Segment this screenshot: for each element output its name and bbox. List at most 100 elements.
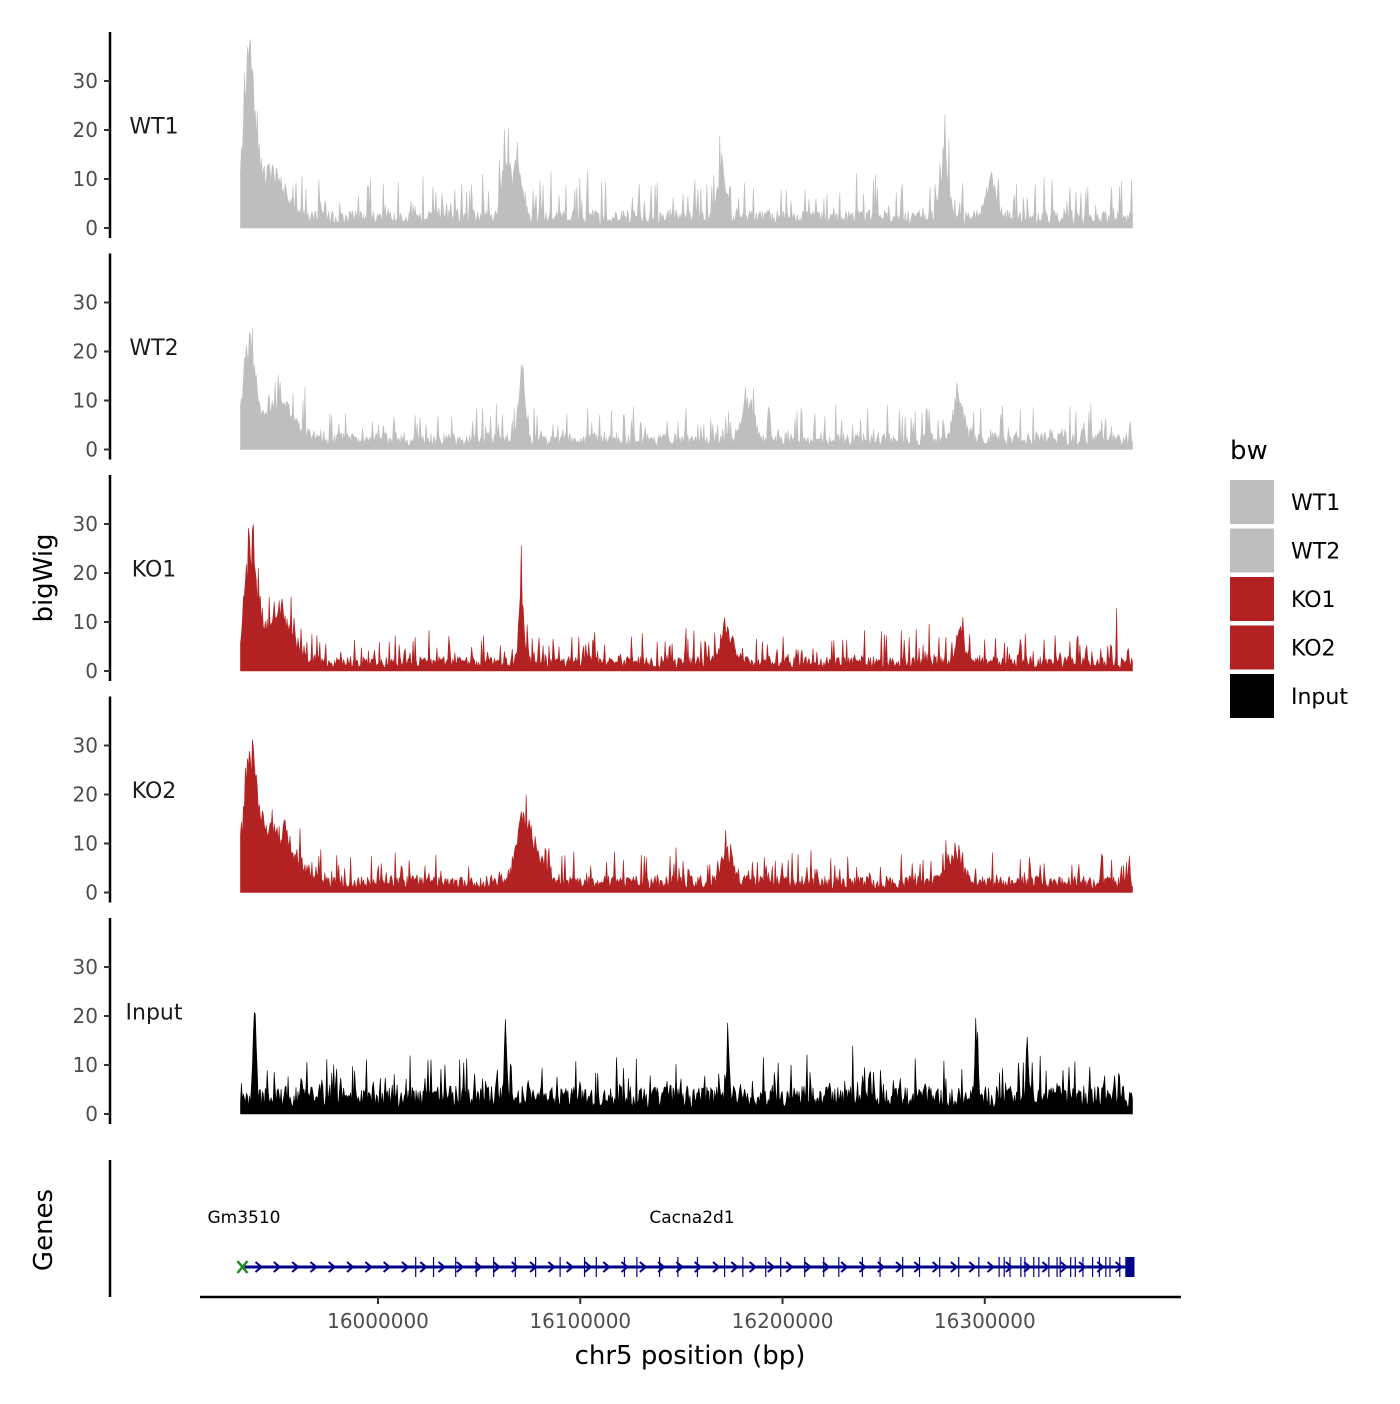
strand-arrow bbox=[895, 1261, 904, 1273]
coverage-area-ko1 bbox=[240, 524, 1133, 672]
gene-label-cacna2d1: Cacna2d1 bbox=[649, 1208, 734, 1228]
x-axis-title: chr5 position (bp) bbox=[575, 1341, 806, 1371]
y-tick-label: 0 bbox=[85, 881, 98, 905]
track-wt2: 0 10 20 30 WT2 bbox=[73, 253, 1133, 462]
track-input: 0 10 20 30 Input bbox=[73, 918, 1133, 1126]
track-wt1: 0 10 20 30 WT1 bbox=[73, 32, 1133, 240]
strand-arrow bbox=[931, 1261, 941, 1273]
strand-arrow bbox=[712, 1261, 721, 1273]
y-tick-label: 10 bbox=[73, 832, 98, 856]
strand-arrow bbox=[273, 1261, 282, 1273]
y-tick-label: 20 bbox=[73, 783, 98, 807]
strand-arrow bbox=[328, 1261, 337, 1273]
strand-arrow bbox=[748, 1261, 758, 1273]
track-label: KO2 bbox=[132, 779, 177, 804]
y-tick-label: 10 bbox=[73, 1053, 98, 1077]
strand-arrow bbox=[364, 1261, 373, 1273]
strand-arrow bbox=[547, 1261, 556, 1273]
legend-label-wt1: WT1 bbox=[1291, 491, 1340, 516]
track-label: KO1 bbox=[132, 557, 177, 582]
strand-arrow bbox=[382, 1261, 392, 1273]
strand-arrow bbox=[511, 1261, 520, 1273]
genes-layer: Gm3510 Cacna2d1 bbox=[108, 1160, 1135, 1297]
coverage-area-wt2 bbox=[240, 327, 1133, 450]
legend-label-wt2: WT2 bbox=[1291, 540, 1340, 565]
x-axis: 16000000 16100000 16200000 16300000 bbox=[200, 1295, 1181, 1333]
y-tick-label: 30 bbox=[73, 512, 98, 536]
strand-arrow bbox=[456, 1261, 465, 1273]
strand-arrow bbox=[913, 1261, 922, 1273]
strand-arrow bbox=[401, 1261, 410, 1273]
y-tick-label: 10 bbox=[73, 389, 98, 413]
strand-arrow bbox=[1114, 1261, 1124, 1273]
y-tick-label: 0 bbox=[85, 1102, 98, 1126]
x-tick-label: 16100000 bbox=[529, 1309, 631, 1333]
track-ko1: 0 10 20 30 KO1 bbox=[73, 475, 1133, 683]
legend-swatch-input bbox=[1230, 674, 1274, 718]
strand-arrow bbox=[968, 1261, 977, 1273]
strand-arrow bbox=[474, 1261, 483, 1273]
legend-swatch-ko2 bbox=[1230, 625, 1274, 670]
strand-arrow bbox=[584, 1261, 593, 1273]
coverage-area-input bbox=[240, 1011, 1133, 1115]
y-tick-label: 30 bbox=[73, 734, 98, 758]
strand-arrow bbox=[309, 1261, 318, 1273]
strand-arrow bbox=[602, 1261, 611, 1273]
legend-swatch-ko1 bbox=[1230, 577, 1274, 621]
y-tick-label: 20 bbox=[73, 561, 98, 585]
strand-arrow bbox=[1005, 1261, 1014, 1273]
strand-arrow bbox=[639, 1261, 648, 1273]
strand-arrow bbox=[492, 1261, 501, 1273]
strand-arrow bbox=[346, 1261, 355, 1273]
strand-arrow bbox=[1078, 1261, 1087, 1273]
legend-label-ko2: KO2 bbox=[1291, 637, 1336, 662]
legend-swatch-wt2 bbox=[1230, 528, 1274, 573]
strand-arrow bbox=[730, 1261, 739, 1273]
x-tick-label: 16000000 bbox=[327, 1309, 429, 1333]
genes-axis-title: Genes bbox=[29, 1189, 59, 1271]
x-tick-label: 16200000 bbox=[732, 1309, 834, 1333]
y-tick-label: 20 bbox=[73, 340, 98, 364]
x-tick-label: 16300000 bbox=[934, 1309, 1036, 1333]
strand-arrow bbox=[822, 1261, 831, 1273]
strand-arrow bbox=[565, 1261, 575, 1273]
strand-arrow bbox=[767, 1261, 776, 1273]
track-ko2: 0 10 20 30 KO2 bbox=[73, 696, 1133, 905]
y-tick-label: 0 bbox=[85, 659, 98, 683]
track-label: Input bbox=[126, 1000, 183, 1025]
strand-arrow bbox=[803, 1261, 813, 1273]
strand-arrow bbox=[785, 1261, 794, 1273]
y-tick-label: 20 bbox=[73, 1004, 98, 1028]
track-label: WT1 bbox=[129, 114, 178, 139]
y-tick-label: 0 bbox=[85, 216, 98, 240]
strand-arrow bbox=[986, 1261, 996, 1273]
strand-arrow bbox=[291, 1261, 300, 1273]
y-tick-label: 10 bbox=[73, 167, 98, 191]
gene-mark-gm3510 bbox=[236, 1260, 249, 1274]
strand-arrow bbox=[950, 1261, 959, 1273]
y-tick-label: 30 bbox=[73, 291, 98, 315]
tracks-layer: 0 10 20 30 WT1 0 10 20 30 WT2 0 10 20 30 KO1 0 10 20 30 KO2… bbox=[73, 32, 1133, 1126]
strand-arrow bbox=[254, 1261, 264, 1273]
coverage-area-wt1 bbox=[240, 39, 1133, 229]
y-tick-label: 20 bbox=[73, 118, 98, 142]
strand-arrow bbox=[1023, 1261, 1032, 1273]
strand-arrow bbox=[437, 1261, 447, 1273]
track-label: WT2 bbox=[129, 336, 178, 361]
strand-arrow bbox=[840, 1261, 849, 1273]
gene-label-gm3510: Gm3510 bbox=[208, 1208, 281, 1228]
y-tick-label: 30 bbox=[73, 69, 98, 93]
legend: bw WT1 WT2 KO1 KO2 Input bbox=[1230, 436, 1348, 718]
y-tick-label: 30 bbox=[73, 955, 98, 979]
legend-label-ko1: KO1 bbox=[1291, 588, 1336, 613]
legend-swatch-wt1 bbox=[1230, 480, 1274, 524]
legend-label-input: Input bbox=[1291, 685, 1348, 710]
strand-arrow bbox=[419, 1261, 428, 1273]
strand-arrow bbox=[694, 1261, 703, 1273]
y-tick-label: 0 bbox=[85, 438, 98, 462]
strand-arrow bbox=[620, 1261, 630, 1273]
coverage-area-ko2 bbox=[240, 739, 1133, 893]
y-tick-label: 10 bbox=[73, 610, 98, 634]
